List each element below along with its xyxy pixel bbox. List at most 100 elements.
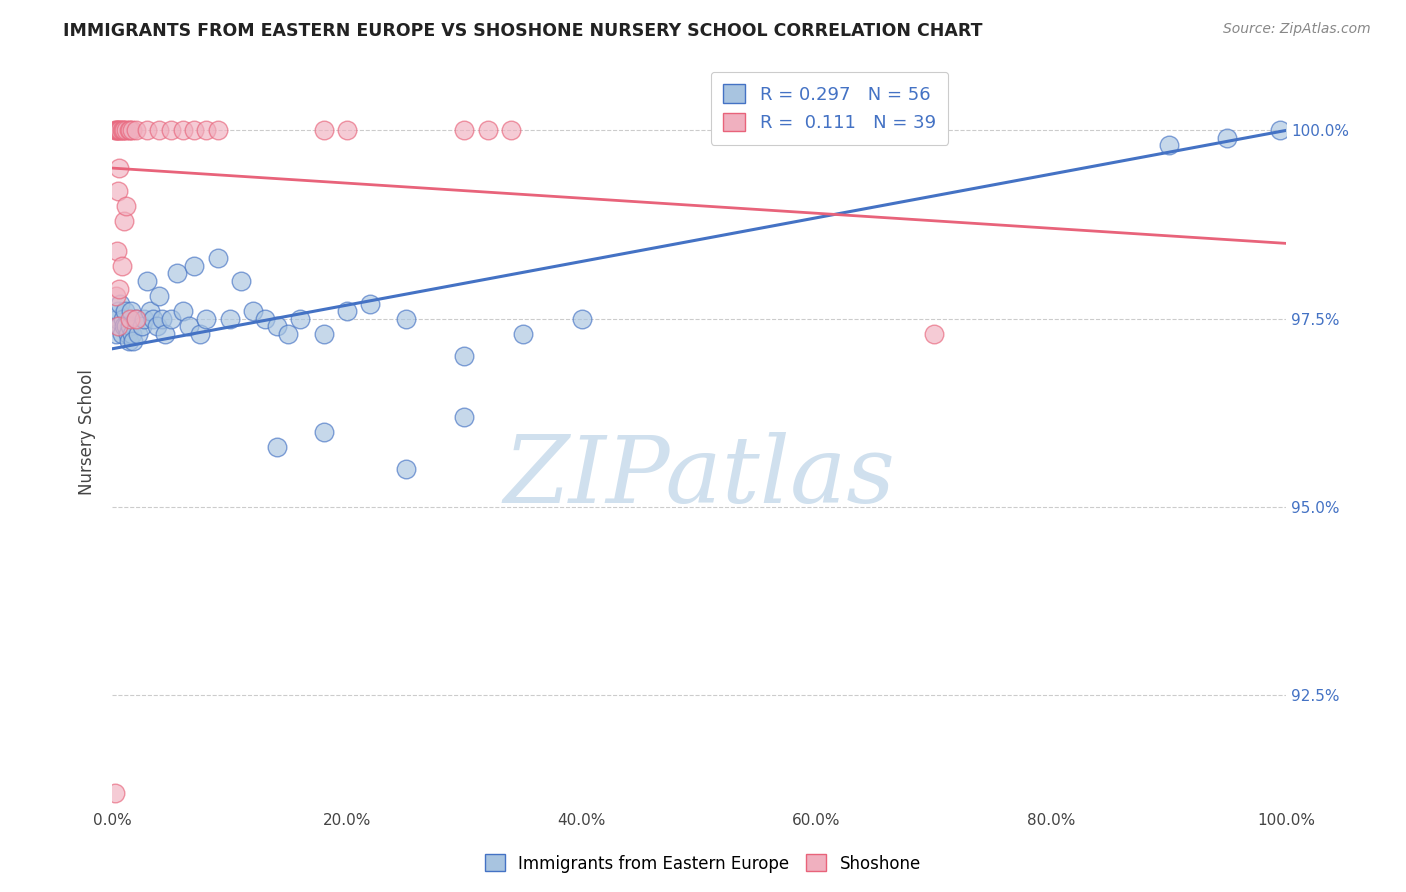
Point [218,311,240,326]
Point [112,123,135,137]
Point [111,123,134,137]
Point [120,304,142,318]
Point [312,123,335,137]
Point [453,349,475,363]
Text: ZIPatlas: ZIPatlas [503,432,896,522]
Point [288,311,311,326]
Point [1216,131,1239,145]
Point [183,123,205,137]
Point [183,259,205,273]
Point [136,123,159,137]
Point [111,326,134,341]
Point [118,311,141,326]
Point [115,123,138,137]
Point [136,274,159,288]
Point [108,123,131,137]
Legend: R = 0.297   N = 56, R =  0.111   N = 39: R = 0.297 N = 56, R = 0.111 N = 39 [711,71,948,145]
Legend: Immigrants from Eastern Europe, Shoshone: Immigrants from Eastern Europe, Shoshone [478,847,928,880]
Point [395,311,418,326]
Point [571,311,593,326]
Point [118,334,141,349]
Point [336,304,359,318]
Point [122,334,145,349]
Point [153,326,176,341]
Point [277,326,299,341]
Point [359,296,381,310]
Point [177,319,200,334]
Point [107,319,129,334]
Point [107,304,129,318]
Point [111,259,134,273]
Point [118,123,141,137]
Point [107,184,129,198]
Point [195,311,218,326]
Point [115,319,138,334]
Point [111,123,134,137]
Point [453,409,475,424]
Point [125,311,148,326]
Point [104,786,127,800]
Point [105,244,128,258]
Point [146,319,169,334]
Text: Source: ZipAtlas.com: Source: ZipAtlas.com [1223,22,1371,37]
Point [110,296,132,310]
Point [139,304,162,318]
Text: IMMIGRANTS FROM EASTERN EUROPE VS SHOSHONE NURSERY SCHOOL CORRELATION CHART: IMMIGRANTS FROM EASTERN EUROPE VS SHOSHO… [63,22,983,40]
Point [121,326,143,341]
Point [125,123,148,137]
Point [104,123,127,137]
Point [118,319,141,334]
Point [477,123,499,137]
Point [160,123,183,137]
Point [312,326,335,341]
Point [108,281,131,295]
Point [107,123,129,137]
Point [312,425,335,439]
Point [117,326,139,341]
Point [231,274,253,288]
Point [501,123,523,137]
Point [114,304,136,318]
Point [150,311,173,326]
Y-axis label: Nursery School: Nursery School [79,368,96,494]
Point [104,289,127,303]
Point [111,311,134,326]
Point [131,319,153,334]
Point [142,311,165,326]
Point [512,326,534,341]
Point [104,326,127,341]
Point [105,311,128,326]
Point [166,267,188,281]
Point [127,326,149,341]
Point [922,326,945,341]
Point [132,311,155,326]
Point [172,304,194,318]
Point [105,123,128,137]
Point [108,319,131,334]
Point [395,462,418,476]
Point [195,123,218,137]
Point [1157,138,1180,153]
Point [336,123,359,137]
Point [172,123,194,137]
Point [266,319,288,334]
Point [148,289,170,303]
Point [112,319,135,334]
Point [207,252,229,266]
Point [121,123,143,137]
Point [110,123,132,137]
Point [453,123,475,137]
Point [148,123,170,137]
Point [160,311,183,326]
Point [266,440,288,454]
Point [242,304,264,318]
Point [1268,123,1291,137]
Point [118,123,141,137]
Point [207,123,229,137]
Point [188,326,211,341]
Point [125,311,148,326]
Point [115,199,138,213]
Point [112,214,135,228]
Point [104,123,127,137]
Point [253,311,276,326]
